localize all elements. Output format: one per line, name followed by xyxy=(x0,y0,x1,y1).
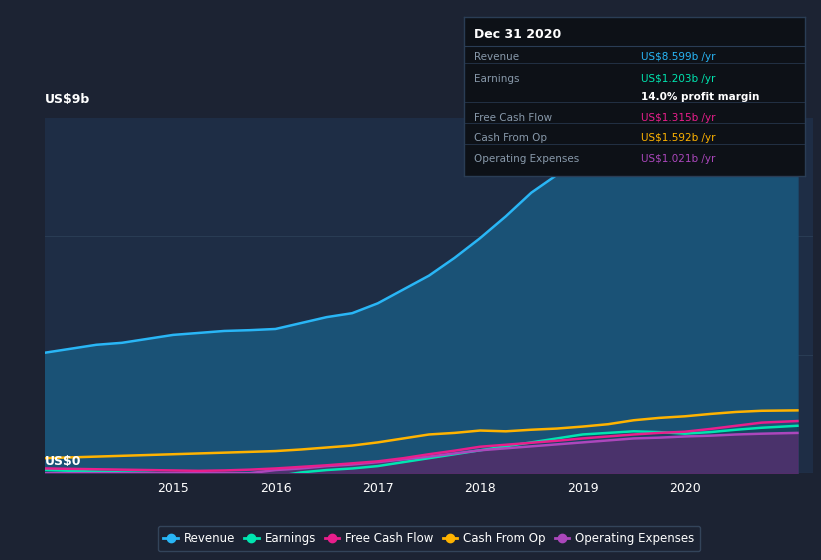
Text: Cash From Op: Cash From Op xyxy=(474,133,547,143)
Text: US$1.315b /yr: US$1.315b /yr xyxy=(641,113,716,123)
Text: Earnings: Earnings xyxy=(474,74,520,84)
Text: Revenue: Revenue xyxy=(474,52,519,62)
Text: US$1.021b /yr: US$1.021b /yr xyxy=(641,154,715,164)
Text: US$9b: US$9b xyxy=(45,94,90,106)
Legend: Revenue, Earnings, Free Cash Flow, Cash From Op, Operating Expenses: Revenue, Earnings, Free Cash Flow, Cash … xyxy=(158,526,700,551)
Text: Operating Expenses: Operating Expenses xyxy=(474,154,580,164)
Text: US$8.599b /yr: US$8.599b /yr xyxy=(641,52,716,62)
Text: 14.0% profit margin: 14.0% profit margin xyxy=(641,92,759,102)
Text: US$0: US$0 xyxy=(45,455,81,468)
Text: Free Cash Flow: Free Cash Flow xyxy=(474,113,553,123)
Text: US$1.203b /yr: US$1.203b /yr xyxy=(641,74,715,84)
Text: US$1.592b /yr: US$1.592b /yr xyxy=(641,133,716,143)
Text: Dec 31 2020: Dec 31 2020 xyxy=(474,28,562,41)
